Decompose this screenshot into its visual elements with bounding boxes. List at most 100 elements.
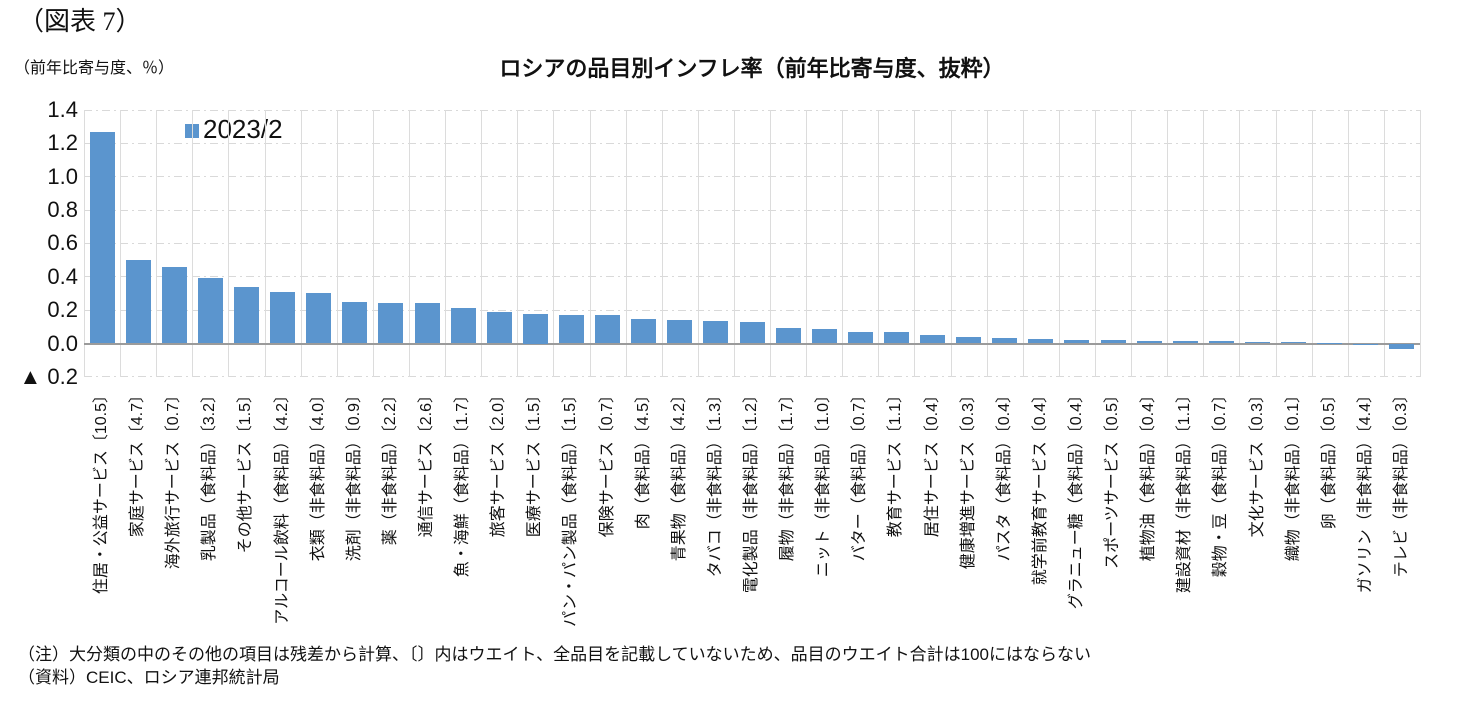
vertical-gridline	[1167, 110, 1169, 378]
x-axis-category-label: 海外旅行サービス〔0.7〕	[165, 387, 183, 570]
x-axis-category-label: 洗剤（非食料品）〔0.9〕	[345, 387, 363, 562]
vertical-gridline	[842, 110, 844, 378]
horizontal-gridline	[84, 176, 1420, 178]
bar	[667, 320, 693, 344]
x-axis-category-label: 青果物（食料品）〔4.2〕	[670, 387, 688, 562]
x-axis-category-label: テレビ（非食料品）〔0.3〕	[1392, 387, 1410, 578]
vertical-gridline	[661, 110, 663, 378]
horizontal-gridline	[84, 309, 1420, 311]
bar	[1389, 343, 1415, 350]
vertical-gridline	[1239, 110, 1241, 378]
bar	[956, 337, 982, 344]
x-axis-line	[84, 342, 1420, 345]
x-axis-category-label: パン・パン製品（食料品）〔1.5〕	[562, 387, 580, 627]
x-axis-category-label: 住居・公益サービス〔10.5〕	[93, 387, 111, 595]
x-axis-category-label: 織物（非食料品）〔0.1〕	[1284, 387, 1302, 562]
vertical-gridline	[625, 110, 627, 378]
horizontal-gridline	[84, 376, 1420, 378]
bar	[125, 260, 151, 344]
x-axis-category-label: 薬（非食料品）〔2.2〕	[381, 387, 399, 546]
x-axis-category-label: 電化製品（非食料品）〔1.2〕	[743, 387, 760, 594]
x-axis-category-label: ガソリン（非食料品）〔4.4〕	[1356, 387, 1374, 594]
vertical-gridline	[914, 110, 916, 378]
vertical-gridline	[1131, 110, 1133, 378]
vertical-gridline	[1383, 110, 1385, 378]
bar	[161, 266, 187, 344]
x-axis-category-label: 肉（食料品）〔4.5〕	[634, 387, 652, 530]
bar	[631, 319, 657, 344]
figure-label: （図表 7）	[18, 7, 142, 36]
vertical-gridline	[1203, 110, 1205, 378]
horizontal-gridline	[84, 109, 1420, 111]
x-axis-category-label: 医療サービス〔1.5〕	[526, 387, 544, 538]
x-axis-category-label: 通信サービス〔2.6〕	[418, 387, 436, 538]
x-axis-category-label: アルコール飲料（食料品）〔4.2〕	[273, 387, 291, 625]
y-axis-tick-label: 1.4	[47, 97, 78, 122]
vertical-gridline	[408, 110, 410, 378]
footnotes: （注）大分類の中のその他の項目は残差から計算、〔〕内はウエイト、全品目を記載して…	[18, 643, 1091, 689]
vertical-gridline	[264, 110, 266, 378]
bar	[270, 291, 296, 344]
vertical-gridline	[1095, 110, 1097, 378]
vertical-gridline	[770, 110, 772, 378]
x-axis-category-label: 就学前教育サービス〔0.4〕	[1031, 387, 1049, 586]
horizontal-gridline	[84, 142, 1420, 144]
bar	[306, 293, 332, 344]
x-axis-category-label: スポーツサービス〔0.5〕	[1104, 387, 1122, 569]
bar	[703, 321, 729, 344]
x-axis-category-label: 乳製品（食料品）〔3.2〕	[201, 387, 219, 562]
bar	[197, 278, 223, 344]
vertical-gridline	[553, 110, 555, 378]
legend-swatch-icon	[185, 123, 199, 138]
bar	[1245, 341, 1270, 344]
vertical-gridline	[806, 110, 808, 378]
vertical-gridline	[192, 110, 194, 378]
x-axis-category-label: 文化サービス〔0.3〕	[1248, 387, 1266, 538]
horizontal-gridline	[84, 276, 1420, 278]
x-axis-category-label: パスタ（食料品）〔0.4〕	[995, 387, 1013, 562]
bar	[558, 315, 584, 344]
bar	[775, 327, 801, 344]
bar	[378, 302, 404, 344]
bar	[342, 301, 368, 344]
bar	[883, 332, 909, 344]
y-axis-tick-label: 0.4	[47, 263, 78, 289]
vertical-gridline	[986, 110, 988, 378]
x-axis-category-label: 魚・海鮮（食料品）〔1.7〕	[454, 387, 472, 578]
y-axis-tick-label: 0.6	[47, 230, 78, 256]
bar	[1353, 343, 1379, 345]
vertical-gridline	[733, 110, 735, 378]
horizontal-gridline	[84, 242, 1420, 244]
vertical-gridline	[1058, 110, 1060, 378]
x-axis-category-label: 建設資材（非食料品）〔1.1〕	[1176, 387, 1194, 594]
y-axis-unit-label: （前年比寄与度、％）	[14, 60, 175, 77]
bar	[992, 338, 1018, 344]
bar	[1064, 339, 1090, 344]
bar	[1208, 341, 1234, 344]
x-axis-category-label: ニット（非食料品）〔1.0〕	[815, 387, 833, 578]
vertical-gridline	[445, 110, 447, 378]
vertical-gridline	[1347, 110, 1349, 378]
y-axis-tick-label: ▲ 0.2	[19, 363, 78, 389]
bar	[739, 322, 765, 344]
vertical-gridline	[84, 110, 85, 378]
x-axis-category-label: 保険サービス〔0.7〕	[598, 387, 616, 538]
vertical-gridline	[1275, 110, 1277, 378]
x-axis-category-label: 卵（食料品）〔0.5〕	[1320, 387, 1338, 530]
chart-title: ロシアの品目別インフレ率（前年比寄与度、抜粋）	[499, 56, 1005, 81]
bar	[1317, 343, 1343, 345]
x-axis-category-label: 健康増進サービス〔0.3〕	[959, 387, 977, 570]
vertical-gridline	[228, 110, 230, 378]
vertical-gridline	[156, 110, 158, 378]
bar	[414, 303, 440, 344]
y-axis-tick-label: 0.8	[47, 197, 78, 223]
x-axis-category-label: その他サービス〔1.5〕	[237, 387, 255, 554]
vertical-gridline	[120, 110, 122, 378]
bar	[1028, 338, 1054, 344]
vertical-gridline	[1420, 110, 1421, 378]
vertical-gridline	[372, 110, 374, 378]
x-axis-category-label: 履物（非食料品）〔1.7〕	[779, 387, 797, 562]
bar	[450, 307, 476, 344]
